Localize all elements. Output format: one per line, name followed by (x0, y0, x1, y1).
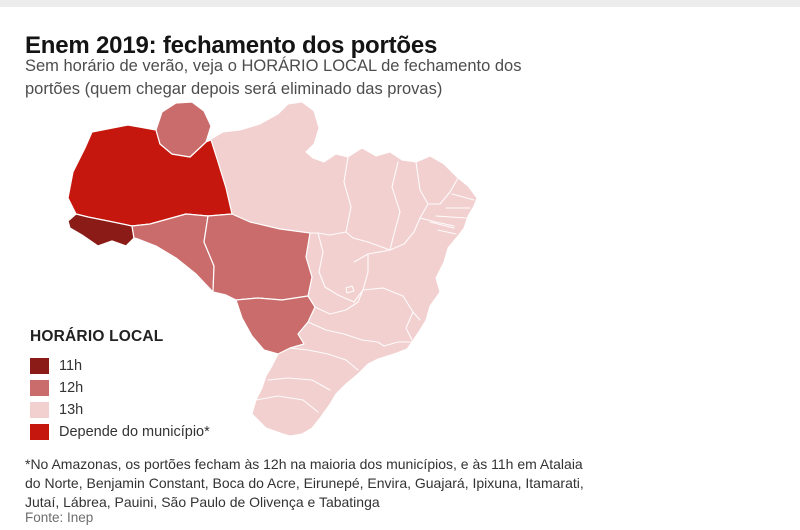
legend-label-12h: 12h (59, 380, 84, 396)
footnote: *No Amazonas, os portões fecham às 12h n… (25, 455, 625, 512)
legend-item-13h: 13h (30, 399, 270, 421)
legend-label-11h: 11h (59, 358, 83, 374)
legend-title: HORÁRIO LOCAL (30, 328, 164, 345)
legend-item-depende: Depende do município* (30, 421, 270, 443)
state-borders (255, 156, 475, 413)
page-title: Enem 2019: fechamento dos portões (25, 32, 438, 60)
top-border (0, 0, 800, 7)
legend-swatch-13h (30, 402, 49, 418)
footnote-line-3: Jutaí, Lábrea, Pauini, São Paulo de Oliv… (25, 494, 380, 511)
page-subtitle: Sem horário de verão, veja o HORÁRIO LOC… (25, 55, 625, 102)
state-acre (68, 213, 135, 247)
brazil-choropleth-map (68, 102, 478, 438)
state-roraima (155, 102, 212, 158)
source-label: Fonte: Inep (25, 510, 94, 525)
legend: HORÁRIO LOCAL 11h 12h 13h Depende do mun… (30, 328, 270, 443)
legend-item-12h: 12h (30, 377, 270, 399)
legend-swatch-12h (30, 380, 49, 396)
legend-label-13h: 13h (59, 402, 84, 418)
legend-item-11h: 11h (30, 355, 270, 377)
subtitle-line-2: portões (quem chegar depois será elimina… (25, 80, 443, 99)
legend-label-depende: Depende do município* (59, 424, 210, 440)
footnote-line-1: *No Amazonas, os portões fecham às 12h n… (25, 456, 583, 472)
state-amazonas (68, 124, 233, 227)
state-rondonia (131, 213, 215, 293)
legend-swatch-11h (30, 358, 49, 374)
legend-swatch-depende (30, 424, 49, 440)
footnote-line-2: do Norte, Benjamin Constant, Boca do Acr… (25, 475, 584, 492)
state-mato-grosso-do-sul (235, 295, 316, 355)
subtitle-line-1: Sem horário de verão, veja o HORÁRIO LOC… (25, 57, 522, 75)
